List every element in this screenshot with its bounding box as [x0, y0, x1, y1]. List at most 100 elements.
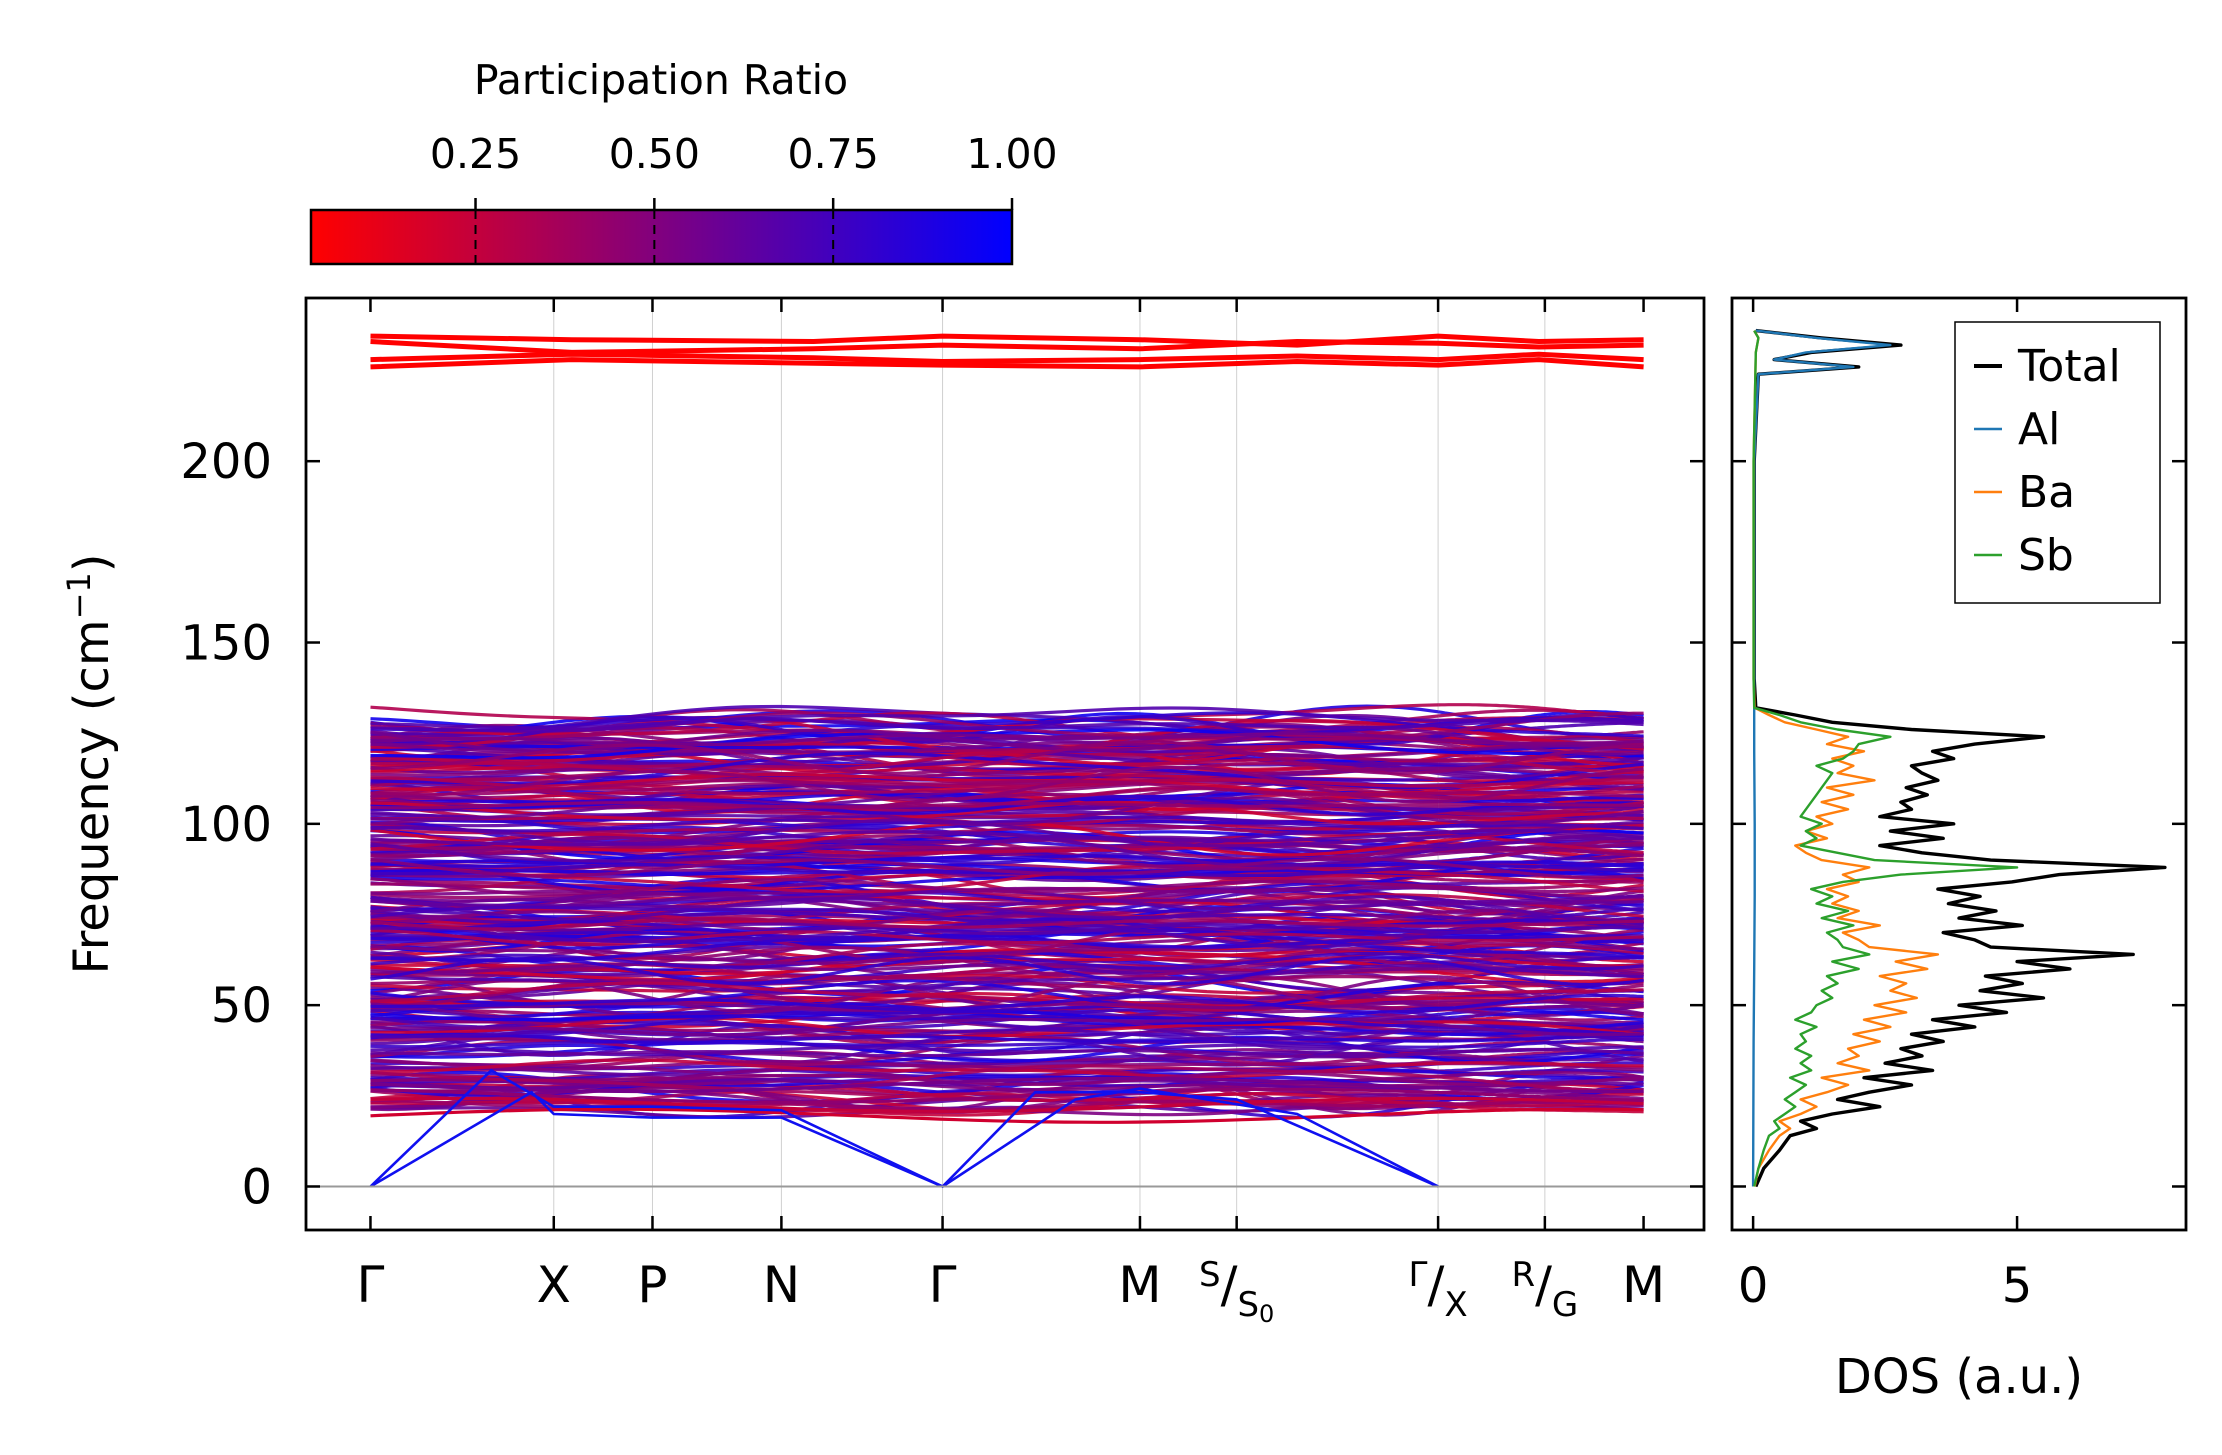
optical-band: [370, 718, 1439, 730]
low-optical-band: [1438, 1096, 1644, 1106]
optical-band: [1438, 843, 1644, 856]
optical-band: [370, 857, 1439, 878]
optical-band: [1438, 1061, 1644, 1068]
optical-band: [370, 765, 1439, 779]
optical-band: [1437, 738, 1644, 746]
acoustic-2: [369, 1087, 1439, 1188]
optical-band: [1438, 872, 1644, 893]
high-frequency-bands: [370, 333, 1644, 370]
kpoint-label: Γ/X: [1409, 1255, 1468, 1325]
optical-band: [370, 715, 1439, 755]
optical-band: [370, 955, 1439, 986]
frequency-tick-label: 100: [180, 797, 272, 853]
optical-band: [370, 825, 1439, 846]
optical-band: [1437, 943, 1644, 955]
optical-band: [1438, 919, 1644, 928]
optical-band: [1437, 809, 1644, 825]
optical-band: [1438, 894, 1644, 905]
dos-legend: Total Al Ba Sb: [1954, 321, 2161, 604]
optical-band: [1437, 743, 1644, 774]
optical-band: [1437, 836, 1644, 852]
kpoint-label: Γ: [357, 1256, 385, 1314]
kpath-axis-ticks: Γ X P N Γ M S/S0 Γ/X R/G M: [357, 298, 1665, 1328]
optical-band: [370, 1058, 1439, 1079]
low-optical-band: [370, 1087, 1439, 1104]
frequency-tick-label: 200: [180, 434, 272, 490]
optical-band: [1438, 718, 1644, 727]
kpoint-label: N: [763, 1256, 800, 1314]
dos-curve-sb: [1752, 330, 2019, 1187]
colorbar-title: Participation Ratio: [474, 56, 848, 104]
optical-band: [1438, 885, 1644, 894]
legend-label-ba: Ba: [2018, 467, 2075, 518]
legend-label-sb: Sb: [2018, 530, 2074, 581]
low-optical-band: [1438, 1090, 1644, 1103]
dos-tick-label: 0: [1738, 1258, 1769, 1314]
frequency-tick-label: 50: [211, 978, 272, 1034]
colorbar-ticks: 0.25 0.50 0.75 1.00: [430, 130, 1058, 264]
high-band-2: [370, 339, 1644, 355]
optical-band: [370, 928, 1439, 947]
optical-band: [370, 832, 1439, 855]
optical-band: [370, 706, 1439, 733]
optical-band: [1437, 918, 1644, 931]
optical-band: [370, 907, 1439, 932]
dos-axis-label: DOS (a.u.): [1835, 1349, 2083, 1405]
optical-band: [370, 815, 1439, 833]
optical-band: [370, 905, 1439, 933]
frequency-axis-label: Frequency (cm−1): [60, 553, 120, 974]
optical-band: [1438, 925, 1644, 934]
optical-band: [370, 917, 1439, 931]
optical-band: [370, 711, 1439, 741]
optical-band: [1438, 756, 1644, 766]
optical-band: [370, 1005, 1439, 1038]
optical-band: [1438, 1075, 1644, 1087]
optical-band: [1438, 999, 1644, 1008]
frequency-tick-label: 0: [241, 1159, 272, 1215]
optical-band: [370, 818, 1439, 848]
kpoint-label: M: [1118, 1256, 1161, 1314]
optical-band: [1437, 993, 1644, 1011]
colorbar-tick-label: 1.00: [966, 130, 1057, 178]
legend-label-al: Al: [2018, 404, 2060, 455]
optical-band: [1437, 988, 1644, 997]
optical-band: [370, 744, 1439, 777]
optical-band: [370, 894, 1439, 922]
low-optical-band: [1438, 1107, 1644, 1114]
optical-band: [370, 801, 1439, 810]
kpoint-label: M: [1622, 1256, 1665, 1314]
dos-curve-ba: [1752, 330, 1940, 1187]
optical-band: [1438, 1047, 1644, 1056]
high-band-4: [370, 357, 1644, 370]
frequency-tick-label: 150: [180, 616, 272, 672]
optical-band: [1438, 935, 1644, 943]
high-band-1: [370, 333, 1644, 348]
optical-band: [370, 820, 1439, 857]
optical-band: [1438, 823, 1644, 830]
colorbar-tick-label: 0.50: [609, 130, 700, 178]
colorbar-tick-label: 0.75: [788, 130, 879, 178]
optical-band: [370, 919, 1439, 949]
optical-band: [1438, 828, 1644, 840]
optical-band: [1437, 731, 1644, 756]
dos-axes-frame: [1730, 296, 2188, 1232]
optical-band: [370, 1048, 1439, 1059]
optical-band: [370, 1027, 1439, 1042]
optical-band: [1437, 955, 1644, 971]
kpoint-label: P: [637, 1256, 667, 1314]
optical-band: [1437, 796, 1644, 813]
dos-tick-label: 5: [2002, 1258, 2033, 1314]
low-optical-band: [370, 1096, 1439, 1113]
optical-band: [370, 1064, 1439, 1091]
optical-band: [1437, 960, 1644, 987]
kpoint-label: Γ: [929, 1256, 957, 1314]
optical-band: [1438, 778, 1644, 788]
optical-bands: [370, 703, 1644, 1124]
optical-band: [1438, 802, 1644, 807]
high-band-3: [370, 351, 1644, 364]
colorbar-bar: [309, 208, 1014, 266]
optical-band: [1438, 767, 1644, 804]
